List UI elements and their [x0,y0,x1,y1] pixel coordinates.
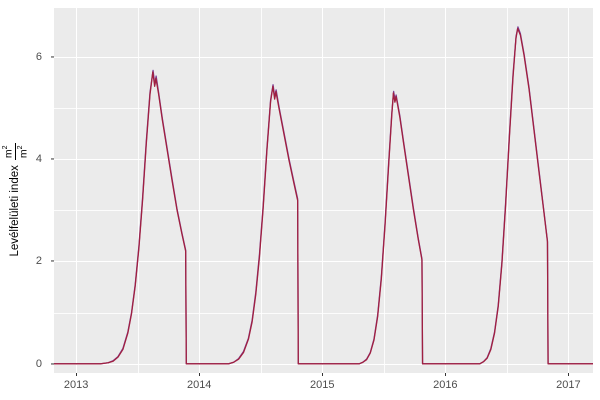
gridline-x-major [568,8,570,373]
y-axis-tick-mark [51,260,54,262]
gridline-y-major [54,56,593,58]
y-axis-tick-mark [51,56,54,58]
x-axis-tick-label: 2014 [186,379,212,391]
gridline-x-minor [260,8,262,373]
data-line-series-purple [54,26,593,365]
gridline-x-minor [383,8,385,373]
gridline-x-major [199,8,201,373]
x-axis-tick-mark [199,373,201,376]
x-axis-tick-mark [76,373,78,376]
y-axis-tick-label: 6 [35,50,42,63]
x-axis-tick-label: 2016 [433,379,458,391]
x-axis-tick-mark [322,373,324,376]
y-axis-tick-label: 2 [35,255,42,268]
y-axis-tick-label: 4 [35,153,42,166]
gridline-x-major [322,8,324,373]
x-axis-tick-mark [445,373,447,376]
gridline-y-major [54,159,593,161]
y-axis-tick-label: 0 [35,357,42,370]
x-axis-tick-mark [568,373,570,376]
x-axis-tick-label: 2015 [310,379,335,391]
x-axis-tick-label: 2017 [556,379,581,391]
y-axis-tick-mark [51,363,54,365]
gridline-y-major [54,261,593,263]
gridline-x-major [76,8,78,373]
data-line-series-crimson [54,27,593,365]
gridline-y-minor [54,107,593,109]
gridline-x-minor [137,8,139,373]
gridline-y-minor [54,210,593,211]
gridline-y-minor [54,312,593,314]
x-axis-tick-label: 2013 [63,379,89,391]
gridline-x-minor [506,8,508,373]
y-axis-tick-mark [51,158,54,160]
gridline-x-major [445,8,447,373]
